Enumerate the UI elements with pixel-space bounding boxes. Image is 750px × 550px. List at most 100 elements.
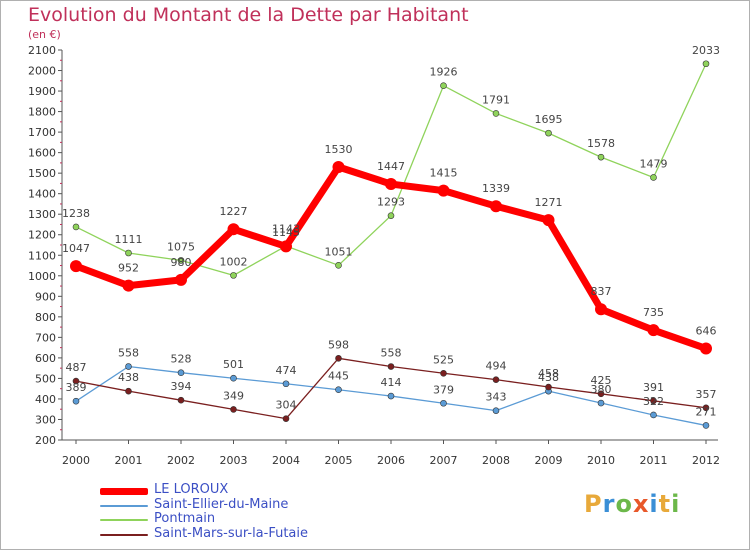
x-tick-label: 2006 [377, 454, 405, 467]
x-tick-label: 2011 [640, 454, 668, 467]
data-label: 1293 [377, 196, 405, 209]
data-point [492, 376, 500, 383]
data-point [542, 214, 555, 227]
data-label: 445 [328, 370, 349, 383]
data-point [650, 397, 657, 405]
data-label: 1695 [535, 113, 563, 126]
data-label: 458 [538, 367, 559, 380]
data-point [335, 262, 342, 269]
data-point [597, 399, 605, 407]
data-label: 598 [328, 338, 349, 351]
data-label: 394 [171, 380, 192, 393]
data-point [332, 161, 345, 173]
y-tick-label: 1300 [28, 208, 56, 221]
data-label: 414 [381, 376, 402, 389]
data-label: 1415 [430, 167, 458, 180]
data-label: 1238 [62, 207, 90, 220]
x-tick-label: 2012 [692, 454, 720, 467]
y-tick-label: 1900 [28, 85, 56, 98]
data-label: 837 [591, 285, 612, 298]
legend-label: Saint-Ellier-du-Maine [154, 496, 289, 512]
data-point [597, 153, 605, 161]
logo-letter: x [632, 490, 650, 518]
x-tick-label: 2010 [587, 454, 615, 467]
data-point [545, 383, 552, 391]
y-tick-label: 400 [35, 393, 56, 406]
data-point [230, 272, 237, 279]
data-point [335, 355, 342, 362]
data-label: 525 [433, 353, 454, 366]
data-label: 528 [171, 353, 192, 366]
data-point [702, 422, 710, 429]
x-tick-label: 2009 [535, 454, 563, 467]
data-point [595, 303, 607, 316]
data-label: 494 [486, 360, 507, 373]
logo-letter: i [671, 490, 681, 518]
data-label: 322 [643, 395, 664, 408]
data-point [72, 397, 80, 405]
data-point [650, 174, 657, 181]
data-point [125, 363, 132, 370]
data-point [702, 60, 710, 68]
data-label: 1791 [482, 93, 510, 106]
y-tick-label: 1200 [28, 229, 56, 242]
y-tick-label: 200 [35, 434, 56, 447]
data-label: 1926 [430, 66, 458, 79]
y-tick-label: 1600 [28, 147, 56, 160]
data-point [122, 279, 135, 292]
data-label: 487 [66, 361, 87, 374]
data-label: 379 [433, 383, 454, 396]
data-point [545, 129, 552, 137]
data-label: 1447 [377, 160, 405, 173]
data-label: 646 [696, 324, 717, 337]
data-point [385, 178, 397, 191]
y-tick-label: 1500 [28, 167, 56, 180]
data-label: 1479 [640, 157, 668, 170]
data-label: 1339 [482, 182, 510, 195]
data-label: 980 [171, 256, 192, 269]
data-point [440, 82, 447, 90]
data-label: 735 [643, 306, 664, 319]
data-point [702, 404, 710, 412]
proxiti-logo: Proxiti [584, 490, 680, 518]
logo-letter: o [615, 490, 633, 518]
data-label: 558 [118, 347, 139, 360]
data-label: 1047 [62, 242, 90, 255]
legend-label: LE LOROUX [154, 482, 229, 497]
legend-swatch [100, 533, 148, 536]
data-point [387, 212, 395, 219]
legend-swatch [100, 488, 148, 495]
y-tick-label: 900 [35, 290, 56, 303]
x-tick-label: 2003 [220, 454, 248, 467]
data-point [230, 406, 237, 413]
data-point [177, 369, 185, 376]
data-label: 304 [276, 399, 297, 412]
y-tick-label: 700 [35, 331, 56, 344]
data-label: 501 [223, 358, 244, 371]
data-point [282, 380, 290, 388]
data-label: 438 [118, 371, 139, 384]
legend-swatch [100, 519, 148, 521]
legend-label: Pontmain [154, 511, 216, 526]
data-label: 1075 [167, 240, 195, 253]
data-point [650, 411, 657, 419]
y-tick-label: 1800 [28, 106, 56, 119]
data-point [72, 377, 80, 385]
data-label: 1051 [325, 245, 353, 258]
x-tick-label: 2004 [272, 454, 300, 467]
x-tick-label: 2001 [115, 454, 143, 467]
data-point [597, 390, 605, 398]
data-point [227, 223, 240, 236]
chart-unit-label: (en €) [28, 28, 61, 41]
data-label: 474 [276, 364, 297, 377]
data-point [437, 184, 450, 197]
data-point [125, 249, 132, 257]
y-tick-label: 1000 [28, 270, 56, 283]
chart-title: Evolution du Montant de la Dette par Hab… [28, 4, 469, 26]
data-label: 1143 [272, 222, 300, 235]
y-tick-label: 300 [35, 413, 56, 426]
data-label: 1271 [535, 196, 563, 209]
data-point [490, 200, 502, 213]
data-point [440, 369, 447, 377]
